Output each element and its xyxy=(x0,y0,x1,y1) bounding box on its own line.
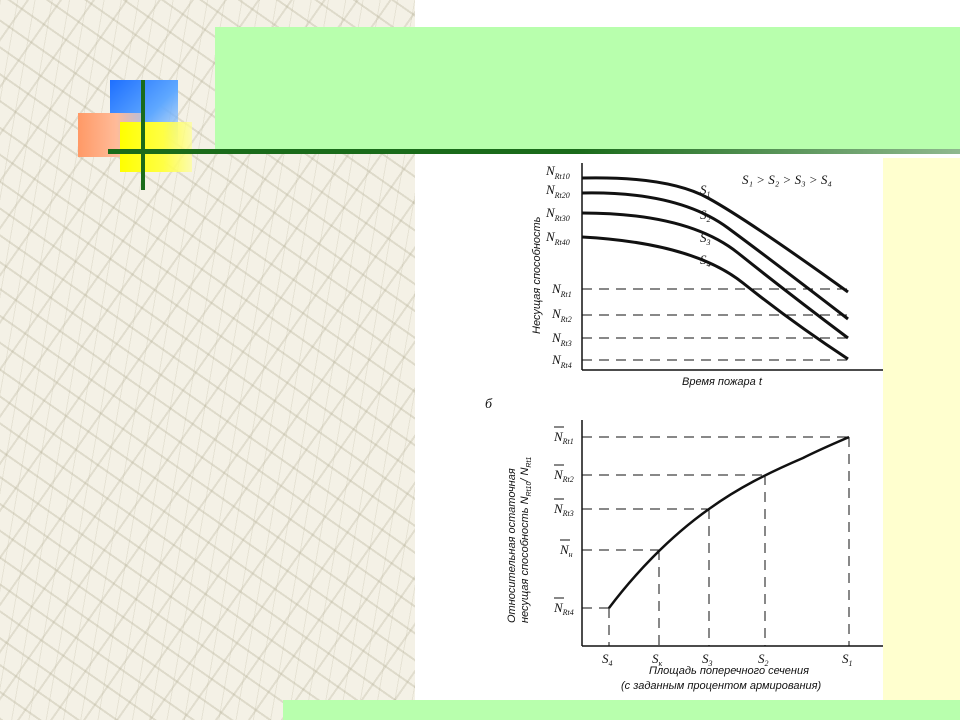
start-label-1: NRt10 xyxy=(545,163,570,181)
bottom-y-axis-title-line2: несущая способность NRt10/ NRt1 xyxy=(519,457,533,623)
bottom-chart: NRt1 NRt2 NRt3 Nн NRt4 S4 Sк S3 S2 S1 От… xyxy=(506,420,883,692)
y-label-rt4: NRt4 xyxy=(553,597,574,617)
figure-panel xyxy=(468,158,883,700)
start-label-2: NRt20 xyxy=(545,182,570,200)
end-label-4: NRt4 xyxy=(551,352,572,370)
end-label-1: NRt1 xyxy=(551,281,572,299)
curve-label-s1: S1 xyxy=(700,182,711,199)
top-x-axis-title: Время пожара t xyxy=(682,376,763,388)
y-label-n: Nн xyxy=(559,539,573,559)
footer-band xyxy=(283,700,960,720)
x-label-s2: S2 xyxy=(758,651,769,668)
bottom-curve xyxy=(608,435,850,609)
end-label-2: NRt2 xyxy=(551,306,572,324)
bottom-x-axis-title-line1: Площадь поперечного сечения xyxy=(649,665,809,677)
start-label-4: NRt40 xyxy=(545,229,570,247)
y-label-rt1: NRt1 xyxy=(553,426,574,446)
x-label-s4: S4 xyxy=(602,651,613,668)
end-label-3: NRt3 xyxy=(551,330,572,348)
y-label-rt2: NRt2 xyxy=(553,464,574,484)
svg-text:Nн: Nн xyxy=(559,542,573,559)
inequality-label: S₁ > S₂ > S₃ > S₄ xyxy=(742,172,832,187)
start-label-3: NRt30 xyxy=(545,205,570,223)
figure-svg: NRt10 NRt20 NRt30 NRt40 NRt1 NRt2 NRt3 N… xyxy=(485,163,883,692)
curve-s2 xyxy=(581,191,849,321)
bottom-x-axis-title-line2: (с заданным процентом армирования) xyxy=(621,680,821,692)
curve-label-s2: S2 xyxy=(700,207,711,224)
svg-text:NRt3: NRt3 xyxy=(553,501,574,518)
svg-text:NRt2: NRt2 xyxy=(553,467,574,484)
top-chart: NRt10 NRt20 NRt30 NRt40 NRt1 NRt2 NRt3 N… xyxy=(531,163,883,388)
bottom-y-axis-title-line1: Относительная остаточная xyxy=(506,468,518,623)
side-panel xyxy=(883,158,960,700)
svg-text:NRt1: NRt1 xyxy=(553,429,574,446)
top-y-axis-title: Несущая способность xyxy=(531,216,543,334)
x-label-s1: S1 xyxy=(842,651,853,668)
panel-letter: б xyxy=(485,397,493,412)
curve-label-s4: S4 xyxy=(700,252,711,269)
y-label-rt3: NRt3 xyxy=(553,498,574,518)
curve-s3 xyxy=(581,211,849,340)
decor-yellow-square xyxy=(120,122,192,172)
x-label-sk: Sк xyxy=(652,651,663,668)
decor-vertical-line xyxy=(141,80,145,190)
curve-s4 xyxy=(581,235,849,361)
svg-text:NRt4: NRt4 xyxy=(553,600,574,617)
decor-horizontal-line xyxy=(108,149,960,154)
x-label-s3: S3 xyxy=(702,651,713,668)
curve-label-s3: S3 xyxy=(700,230,711,247)
curve-s1 xyxy=(581,176,849,294)
title-band xyxy=(215,27,960,149)
